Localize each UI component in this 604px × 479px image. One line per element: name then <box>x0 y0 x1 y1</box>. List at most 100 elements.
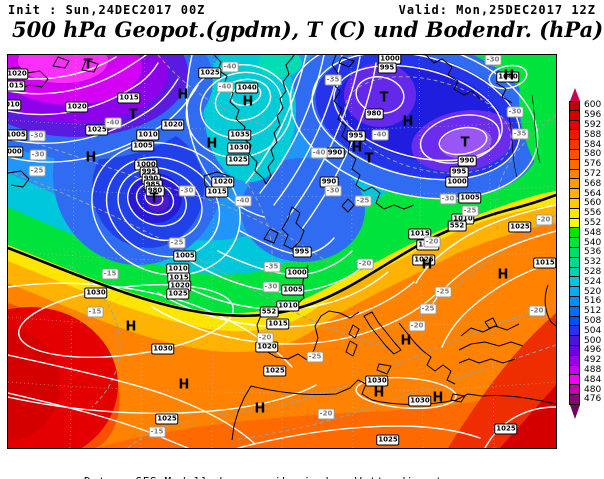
pressure-label: 990 <box>457 155 477 167</box>
weather-map: 1020101510101005100010251020101510201010… <box>7 54 557 449</box>
colorbar-value-label: 520 <box>584 286 602 297</box>
colorbar-bottom-arrow-icon <box>570 404 580 419</box>
pressure-center-marker: T <box>379 90 389 106</box>
valid-time-label: Valid: Mon,25DEC2017 12Z <box>398 3 596 17</box>
colorbar-value-label: 524 <box>584 276 602 287</box>
temperature-label: -30 <box>28 130 46 142</box>
temperature-label: -15 <box>148 426 166 438</box>
colorbar-swatch <box>569 355 580 366</box>
pressure-center-marker: H <box>421 257 433 273</box>
colorbar-value-label: 476 <box>584 394 602 405</box>
colorbar-value-label: 564 <box>584 188 602 199</box>
colorbar-entry: 496 <box>569 346 601 356</box>
colorbar-swatch <box>569 179 580 190</box>
colorbar-entry: 536 <box>569 248 601 258</box>
pressure-center-marker: H <box>254 401 266 417</box>
colorbar-swatch <box>569 247 580 258</box>
pressure-label: 1030 <box>227 142 251 154</box>
pressure-label: 990 <box>325 147 345 159</box>
colorbar-entry: 512 <box>569 307 601 317</box>
colorbar-entry: 532 <box>569 258 601 268</box>
pressure-label: 1025 <box>198 67 222 79</box>
colorbar-value-label: 532 <box>584 257 602 268</box>
colorbar-swatch <box>569 120 580 131</box>
pressure-center-marker: H <box>402 114 414 130</box>
pressure-label: 1025 <box>494 423 518 435</box>
pressure-label: 1025 <box>412 254 436 266</box>
pressure-label: 1005 <box>8 129 28 141</box>
pressure-center-marker: H <box>242 94 254 110</box>
colorbar-value-label: 552 <box>584 217 602 228</box>
colorbar-rows: 600 596 592 588 584 580 576 572 568 564 560 556 552 5… <box>569 101 601 405</box>
temperature-label: -35 <box>324 74 342 86</box>
temperature-label: -20 <box>423 236 441 248</box>
colorbar-entry: 600 <box>569 101 601 111</box>
colorbar-swatch <box>569 267 580 278</box>
colorbar-swatch <box>569 336 580 346</box>
colorbar-entry: 524 <box>569 276 602 288</box>
geopotential-label: 552 <box>447 220 467 232</box>
temperature-label: -30 <box>178 185 196 197</box>
colorbar-entry: 484 <box>569 375 601 386</box>
pressure-center-marker: H <box>177 87 189 103</box>
pressure-center-marker: H <box>373 385 385 401</box>
pressure-label: 1020 <box>65 101 89 113</box>
temperature-label: -40 <box>310 147 328 159</box>
pressure-center-marker: T <box>149 191 159 207</box>
geopotential-label: 552 <box>259 306 279 318</box>
colorbar-value-label: 580 <box>584 149 602 160</box>
colorbar-entry: 500 <box>569 336 601 346</box>
colorbar-top-arrow-icon <box>570 88 580 101</box>
colorbar-value-label: 508 <box>584 315 602 326</box>
pressure-label: 1025 <box>508 221 532 233</box>
colorbar-entry: 592 <box>569 120 601 131</box>
pressure-center-marker: T <box>364 151 374 167</box>
pressure-center-marker: H <box>125 319 137 335</box>
pressure-label: 980 <box>145 185 165 197</box>
pressure-center-marker: H <box>85 150 97 166</box>
temperature-label: -20 <box>535 214 553 226</box>
temperature-label: -15 <box>86 306 104 318</box>
temperature-label: -20 <box>256 332 274 344</box>
temperature-label: -25 <box>168 237 186 249</box>
temperature-label: -35 <box>511 128 529 140</box>
colorbar-swatch <box>569 218 580 229</box>
pressure-label: 1015 <box>533 257 556 269</box>
temperature-label: -35 <box>263 261 281 273</box>
colorbar-value-label: 504 <box>584 325 602 336</box>
pressure-center-marker: T <box>128 107 138 123</box>
colorbar-value-label: 556 <box>584 208 602 219</box>
temperature-label: -40 <box>216 81 234 93</box>
colorbar-value-label: 480 <box>584 384 602 395</box>
pressure-center-marker: H <box>497 267 509 283</box>
pressure-label: 995 <box>292 246 312 258</box>
colorbar-entry: 552 <box>569 217 602 229</box>
temperature-label: -30 <box>262 281 280 293</box>
pressure-center-marker: H <box>178 377 190 393</box>
colorbar-value-label: 540 <box>584 237 602 248</box>
colorbar-value-label: 584 <box>584 139 602 150</box>
temperature-label: -20 <box>356 258 374 270</box>
pressure-label: 1005 <box>131 140 155 152</box>
pressure-center-marker: H <box>400 333 412 349</box>
page-title: 500 hPa Geopot.(gpdm), T (C) und Bodendr… <box>12 17 604 42</box>
colorbar-value-label: 596 <box>584 110 602 121</box>
pressure-center-marker: T <box>460 135 470 151</box>
colorbar-swatch <box>569 130 580 141</box>
colorbar-swatch <box>569 159 580 170</box>
colorbar-entry: 528 <box>569 267 601 278</box>
pressure-center-marker: H <box>432 390 444 406</box>
colorbar-swatch <box>569 306 580 317</box>
colorbar-swatch <box>569 149 580 160</box>
colorbar-entry: 564 <box>569 189 601 199</box>
temperature-label: -25 <box>419 303 437 315</box>
colorbar-swatch <box>569 365 580 376</box>
map-svg <box>8 55 556 448</box>
colorbar-value-label: 536 <box>584 247 602 258</box>
colorbar-entry: 480 <box>569 385 601 395</box>
colorbar-entry: 588 <box>569 130 601 141</box>
colorbar-value-label: 496 <box>584 345 602 356</box>
pressure-label: 1015 <box>8 80 26 92</box>
colorbar-entry: 584 <box>569 140 601 150</box>
temperature-label: -30 <box>29 149 47 161</box>
